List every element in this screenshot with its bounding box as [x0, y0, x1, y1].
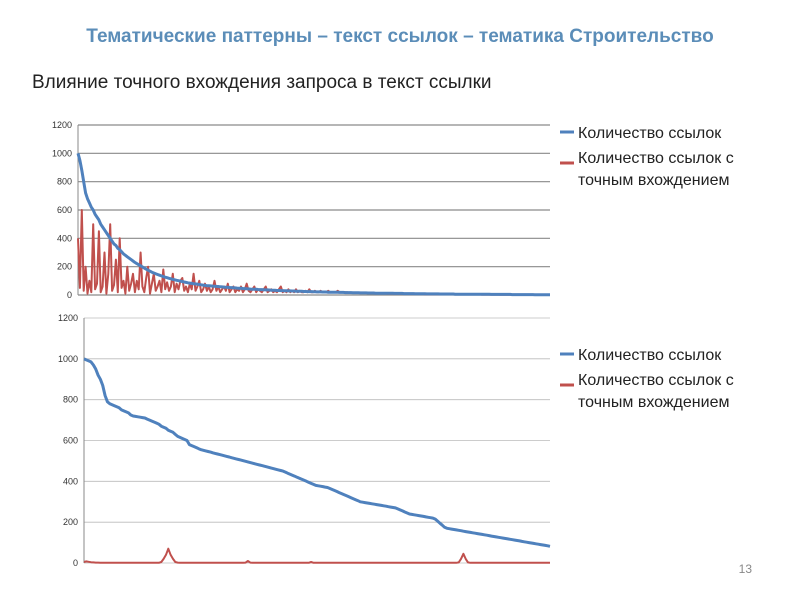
y-tick-label: 600 [57, 205, 72, 215]
y-tick-label: 800 [57, 177, 72, 187]
y-tick-label: 0 [67, 290, 72, 300]
legend-label-exact: Количество ссылок с точным вхождением [578, 372, 734, 411]
chart-bottom: 1200 1000 800 600 400 200 0 Количество ссылок Ко… [58, 313, 734, 568]
legend-label-total: Количество ссылок [578, 347, 722, 364]
series-line-exact [83, 547, 550, 564]
y-tick-label: 1200 [58, 313, 78, 323]
y-tick-label: 1000 [58, 354, 78, 364]
series-line-total [83, 357, 551, 548]
y-tick-label: 1000 [52, 148, 72, 158]
slide-title: Тематические паттерны – текст ссылок – т… [86, 26, 714, 47]
y-tick-label: 800 [63, 395, 78, 405]
y-tick-label: 200 [57, 262, 72, 272]
y-tick-label: 1200 [52, 120, 72, 130]
legend-label-exact: Количество ссылок с точным вхождением [578, 150, 734, 189]
y-tick-label: 200 [63, 517, 78, 527]
y-tick-label: 400 [63, 476, 78, 486]
page-number: 13 [738, 562, 752, 576]
slide-subtitle: Влияние точного вхождения запроса в текс… [32, 72, 492, 93]
y-tick-label: 600 [63, 436, 78, 446]
legend-label-total: Количество ссылок [578, 125, 722, 142]
series-line-total [76, 152, 550, 297]
y-tick-label: 400 [57, 233, 72, 243]
series-line-exact [77, 209, 550, 296]
y-tick-label: 0 [73, 558, 78, 568]
chart-top: 1200 1000 800 600 400 200 0 Количество ссылок Ко… [52, 120, 734, 300]
